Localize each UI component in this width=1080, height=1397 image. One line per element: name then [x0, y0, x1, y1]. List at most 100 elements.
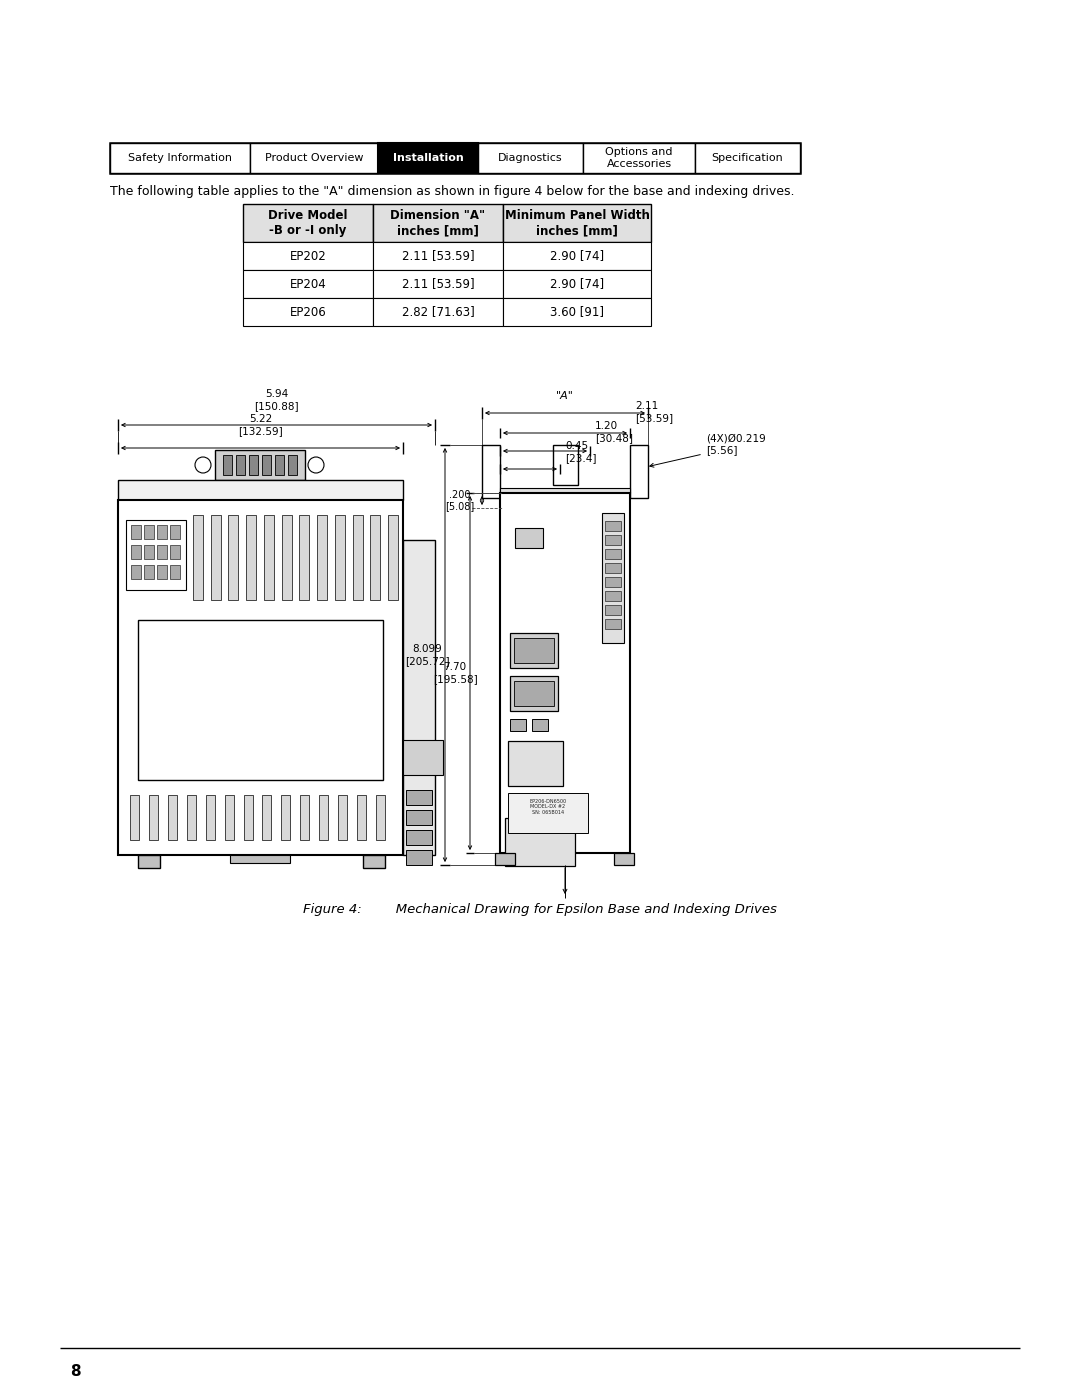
Text: 7.70
[195.58]: 7.70 [195.58] [433, 662, 477, 683]
Bar [118, 481, 403, 500]
Bar [157, 564, 167, 578]
Text: (4X)Ø0.219
[5.56]: (4X)Ø0.219 [5.56] [706, 433, 766, 455]
Bar [229, 515, 239, 599]
Bar [605, 605, 621, 615]
Circle shape [524, 752, 532, 759]
Text: The following table applies to the "A" dimension as shown in figure 4 below for : The following table applies to the "A" d… [110, 186, 795, 198]
Circle shape [544, 837, 552, 845]
Bar [131, 545, 141, 559]
Circle shape [555, 824, 563, 831]
Bar [243, 795, 253, 840]
Circle shape [523, 824, 529, 831]
Text: 8: 8 [70, 1365, 80, 1379]
Text: 2.82 [71.63]: 2.82 [71.63] [402, 306, 474, 319]
Bar [243, 298, 373, 326]
Bar [110, 142, 800, 173]
Bar [144, 525, 154, 539]
Circle shape [523, 851, 529, 858]
Bar [205, 795, 215, 840]
Bar [131, 525, 141, 539]
Bar [514, 638, 554, 664]
Text: EP206-DN6500
MODEL-DX #2
SN: 065B014: EP206-DN6500 MODEL-DX #2 SN: 065B014 [529, 799, 567, 816]
Bar [510, 676, 558, 711]
Bar [500, 488, 630, 493]
Bar [357, 795, 366, 840]
Bar [118, 500, 403, 855]
Circle shape [512, 824, 518, 831]
Text: Specification: Specification [712, 154, 783, 163]
Bar [605, 591, 621, 601]
Circle shape [544, 752, 552, 759]
Bar [170, 564, 180, 578]
Text: EP204: EP204 [289, 278, 326, 291]
Text: 8.099
[205.72]: 8.099 [205.72] [405, 644, 449, 666]
Bar [130, 795, 139, 840]
Text: Dimension "A"
inches [mm]: Dimension "A" inches [mm] [391, 210, 486, 237]
Bar [363, 855, 384, 868]
Bar [403, 740, 443, 775]
Bar [170, 525, 180, 539]
Bar [187, 795, 195, 840]
Bar [300, 795, 309, 840]
Bar [605, 577, 621, 587]
Bar [510, 633, 558, 668]
Bar [126, 520, 186, 590]
Bar [157, 525, 167, 539]
Bar [508, 793, 588, 833]
Bar [605, 563, 621, 573]
Bar [482, 446, 500, 497]
Bar [602, 513, 624, 643]
Bar [249, 455, 258, 475]
Bar [478, 142, 583, 173]
Bar [225, 795, 233, 840]
Bar [515, 528, 543, 548]
Bar [352, 515, 363, 599]
Circle shape [512, 851, 518, 858]
Circle shape [544, 824, 552, 831]
Bar [299, 515, 309, 599]
Bar [376, 795, 384, 840]
Text: Installation: Installation [393, 154, 463, 163]
Text: EP202: EP202 [289, 250, 326, 263]
Bar [406, 789, 432, 805]
Bar [237, 455, 245, 475]
Bar [282, 795, 291, 840]
Bar [696, 142, 800, 173]
Bar [338, 795, 347, 840]
Text: 2.90 [74]: 2.90 [74] [550, 278, 604, 291]
Bar [503, 270, 651, 298]
Bar [553, 446, 578, 485]
Bar [282, 515, 292, 599]
Bar [110, 142, 249, 173]
Bar [605, 549, 621, 559]
Circle shape [554, 752, 562, 759]
Bar [388, 515, 399, 599]
Bar [149, 795, 158, 840]
Bar [246, 515, 256, 599]
Bar [318, 515, 327, 599]
Circle shape [534, 837, 540, 845]
Bar [167, 795, 177, 840]
Bar [605, 535, 621, 545]
Bar [243, 204, 373, 242]
Bar [320, 795, 328, 840]
Bar [583, 142, 696, 173]
Text: .200
[5.08]: .200 [5.08] [445, 490, 474, 511]
Text: 3.60 [91]: 3.60 [91] [550, 306, 604, 319]
Circle shape [549, 767, 557, 775]
Text: 2.11 [53.59]: 2.11 [53.59] [402, 250, 474, 263]
Circle shape [519, 767, 527, 775]
Bar [262, 795, 271, 840]
Bar [222, 455, 232, 475]
Bar [170, 545, 180, 559]
Bar [230, 855, 291, 863]
Text: 5.94
[150.88]: 5.94 [150.88] [254, 390, 299, 411]
Circle shape [529, 767, 537, 775]
Circle shape [555, 851, 563, 858]
Text: 2.90 [74]: 2.90 [74] [550, 250, 604, 263]
Bar [510, 719, 526, 731]
Bar [243, 270, 373, 298]
Bar [144, 545, 154, 559]
Bar [335, 515, 345, 599]
Circle shape [544, 851, 552, 858]
